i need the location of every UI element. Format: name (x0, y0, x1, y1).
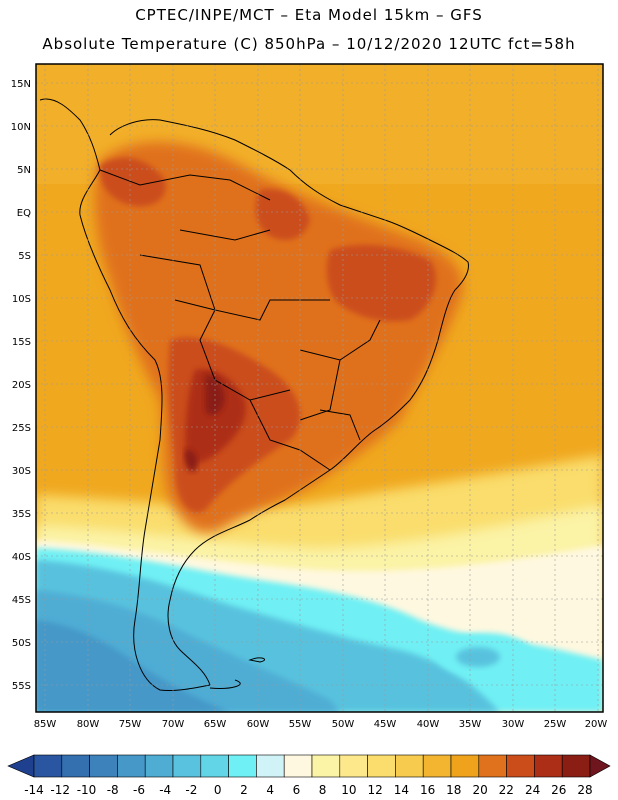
lon-label: 40W (417, 719, 440, 730)
colorbar-tick-label: 10 (341, 783, 356, 797)
latitude-labels: 15N 10N 5N EQ 5S 10S 15S 20S 25S 30S 35S… (11, 79, 31, 692)
colorbar-swatch (367, 754, 396, 778)
colorbar-tick-label: 4 (266, 783, 274, 797)
lon-label: 25W (544, 719, 567, 730)
lat-label: 5S (18, 251, 31, 262)
colorbar-swatch (200, 754, 229, 778)
colorbar-swatch (33, 754, 63, 778)
colorbar-swatch (61, 754, 90, 778)
colorbar-swatch (395, 754, 424, 778)
colorbar: -14 -12 -10 -8 -6 -4 -2 0 2 4 6 8 10 12 … (7, 754, 611, 797)
colorbar-tick-labels: -14 -12 -10 -8 -6 -4 -2 0 2 4 6 8 10 12 … (24, 783, 592, 797)
colorbar-swatch (422, 754, 452, 778)
colorbar-tick-label: 12 (367, 783, 382, 797)
colorbar-tick-label: -14 (24, 783, 44, 797)
lat-label: 5N (17, 165, 31, 176)
lat-label: 10N (11, 122, 31, 133)
lon-label: 35W (459, 719, 482, 730)
colorbar-swatch (89, 754, 118, 778)
colorbar-swatch (256, 754, 285, 778)
lon-label: 85W (34, 719, 57, 730)
colorbar-tick-label: -12 (50, 783, 70, 797)
lat-label: 20S (12, 380, 31, 391)
colorbar-swatch (478, 754, 507, 778)
colorbar-tick-label: 26 (551, 783, 566, 797)
colorbar-tick-label: -2 (185, 783, 197, 797)
lat-label: 35S (12, 509, 31, 520)
lon-label: 55W (289, 719, 312, 730)
lat-label: 15S (12, 337, 31, 348)
colorbar-tick-label: 2 (240, 783, 248, 797)
longitude-labels: 85W 80W 75W 70W 65W 60W 55W 50W 45W 40W … (34, 719, 608, 730)
lon-label: 60W (247, 719, 270, 730)
colorbar-swatch (144, 754, 174, 778)
lat-label: 30S (12, 466, 31, 477)
colorbar-swatch (311, 754, 341, 778)
lat-label: 40S (12, 552, 31, 563)
colorbar-swatch (339, 754, 368, 778)
lat-label: 50S (12, 638, 31, 649)
colorbar-tick-label: -6 (133, 783, 145, 797)
colorbar-swatch (534, 754, 563, 778)
grid-lines (36, 64, 603, 712)
lon-label: 75W (119, 719, 142, 730)
colorbar-tick-label: 24 (525, 783, 540, 797)
lat-label: 10S (12, 294, 31, 305)
lon-label: 20W (585, 719, 608, 730)
lat-label: 55S (12, 681, 31, 692)
colorbar-high-arrow (589, 754, 611, 778)
map-title-line1: CPTEC/INPE/MCT – Eta Model 15km – GFS (135, 6, 483, 24)
map-title-line2: Absolute Temperature (C) 850hPa – 10/12/… (42, 35, 576, 53)
colorbar-tick-label: 8 (319, 783, 327, 797)
colorbar-swatch (506, 754, 535, 778)
lat-label: EQ (17, 208, 31, 219)
colorbar-swatch (117, 754, 146, 778)
colorbar-swatch (561, 754, 591, 778)
colorbar-tick-label: 28 (577, 783, 592, 797)
colorbar-tick-label: 6 (293, 783, 301, 797)
colorbar-swatch (228, 754, 257, 778)
colorbar-tick-label: -8 (107, 783, 119, 797)
colorbar-tick-label: -4 (159, 783, 171, 797)
colorbar-tick-label: 14 (394, 783, 409, 797)
lon-label: 45W (374, 719, 397, 730)
colorbar-swatch (450, 754, 480, 778)
colorbar-low-arrow (7, 754, 35, 778)
lon-label: 65W (204, 719, 227, 730)
colorbar-swatch (283, 754, 313, 778)
colorbar-tick-label: -10 (77, 783, 97, 797)
lat-label: 45S (12, 595, 31, 606)
temperature-field (36, 64, 603, 712)
lat-label: 25S (12, 423, 31, 434)
lon-label: 30W (502, 719, 525, 730)
colorbar-tick-label: 20 (472, 783, 487, 797)
lon-label: 50W (332, 719, 355, 730)
colorbar-boxes (33, 754, 591, 778)
colorbar-tick-label: 16 (420, 783, 435, 797)
map-frame (35, 63, 604, 713)
colorbar-tick-label: 0 (214, 783, 222, 797)
lat-label: 15N (11, 79, 31, 90)
colorbar-tick-label: 22 (499, 783, 514, 797)
colorbar-swatch (172, 754, 202, 778)
colorbar-tick-label: 18 (446, 783, 461, 797)
lon-label: 80W (77, 719, 100, 730)
lon-label: 70W (162, 719, 185, 730)
